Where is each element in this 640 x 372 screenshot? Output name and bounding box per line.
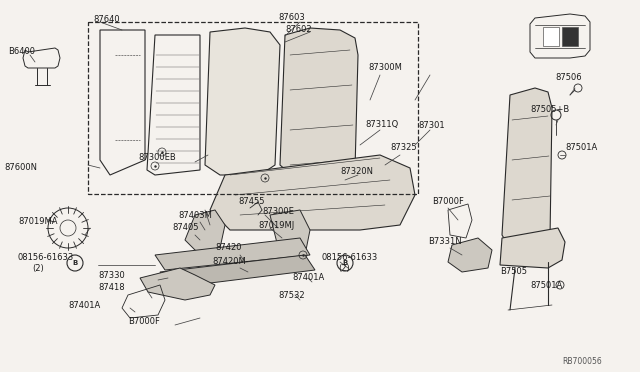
Text: B7000F: B7000F xyxy=(128,317,160,327)
Polygon shape xyxy=(448,238,492,272)
Text: (2): (2) xyxy=(32,263,44,273)
Polygon shape xyxy=(270,210,310,255)
Text: B6400: B6400 xyxy=(8,48,35,57)
Polygon shape xyxy=(500,228,565,268)
Text: 87300M: 87300M xyxy=(368,64,402,73)
Text: 87403M: 87403M xyxy=(178,211,212,219)
Text: B7000F: B7000F xyxy=(432,198,464,206)
Polygon shape xyxy=(155,238,310,270)
Text: 08156-61633: 08156-61633 xyxy=(322,253,378,263)
Text: 87603: 87603 xyxy=(278,13,305,22)
Text: 87401A: 87401A xyxy=(68,301,100,310)
Polygon shape xyxy=(502,88,552,248)
Text: 87405: 87405 xyxy=(172,224,198,232)
Text: 87300EB: 87300EB xyxy=(138,154,176,163)
Text: B: B xyxy=(342,260,348,266)
Text: 87501A: 87501A xyxy=(530,280,563,289)
Bar xyxy=(543,27,559,46)
Text: 87602: 87602 xyxy=(285,26,312,35)
Text: 87418: 87418 xyxy=(98,283,125,292)
Text: B: B xyxy=(72,260,77,266)
Polygon shape xyxy=(160,255,315,288)
Polygon shape xyxy=(185,210,225,255)
Text: 87019MA: 87019MA xyxy=(18,218,58,227)
Polygon shape xyxy=(140,268,215,300)
Text: 87401A: 87401A xyxy=(292,273,324,282)
Text: B7331N: B7331N xyxy=(428,237,461,247)
Text: 87300E: 87300E xyxy=(262,208,294,217)
Text: 87019MJ: 87019MJ xyxy=(258,221,294,230)
Text: 87311Q: 87311Q xyxy=(365,121,398,129)
Text: 87320N: 87320N xyxy=(340,167,373,176)
Text: 87455: 87455 xyxy=(238,198,264,206)
Text: 87505+B: 87505+B xyxy=(530,106,569,115)
Text: 87420M-: 87420M- xyxy=(212,257,249,266)
Text: 87600N: 87600N xyxy=(4,164,37,173)
Text: 87420: 87420 xyxy=(215,244,241,253)
Text: 87325: 87325 xyxy=(390,144,417,153)
Bar xyxy=(88,22,418,194)
Text: 87640: 87640 xyxy=(93,15,120,23)
Text: 87301: 87301 xyxy=(418,121,445,129)
Polygon shape xyxy=(280,28,358,180)
Text: RB700056: RB700056 xyxy=(562,357,602,366)
Text: 08156-61633: 08156-61633 xyxy=(18,253,74,263)
Text: 87532: 87532 xyxy=(278,291,305,299)
Text: 87501A: 87501A xyxy=(565,144,597,153)
Text: (2): (2) xyxy=(338,263,349,273)
Text: 87506: 87506 xyxy=(555,74,582,83)
Bar xyxy=(562,27,578,46)
Polygon shape xyxy=(210,155,415,230)
Polygon shape xyxy=(205,28,280,175)
Text: 87330: 87330 xyxy=(98,270,125,279)
Text: B7505: B7505 xyxy=(500,267,527,276)
